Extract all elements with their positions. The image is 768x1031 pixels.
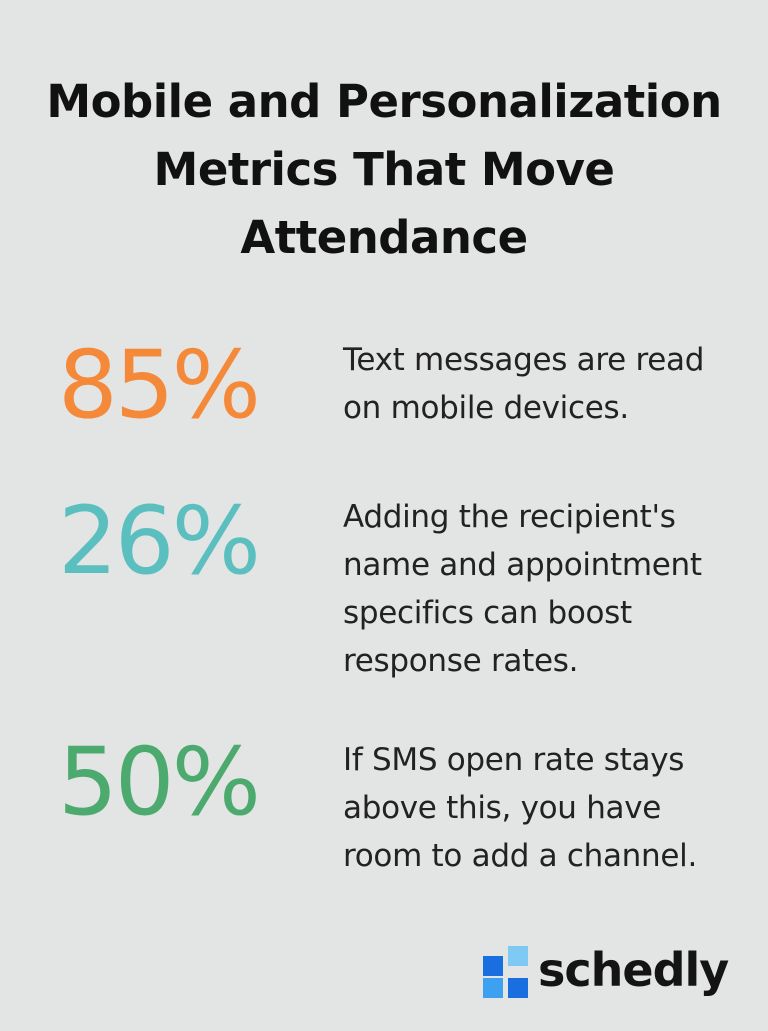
stat-description-2: Adding the recipient's name and appointm… [343,493,743,685]
stat-description-line: If SMS open rate stays [343,742,685,778]
brand-logo: schedly [483,943,753,1002]
title-line-2: Metrics That Move [153,143,615,196]
title-line-3: Attendance [240,211,528,264]
logo-square-blue-2 [508,978,528,998]
stat-value-3: 50% [58,728,261,837]
stat-description-line: room to add a channel. [343,838,698,874]
stat-value-2: 26% [58,487,261,596]
brand-name: schedly [538,943,729,997]
stat-description-line: name and appointment [343,547,702,583]
stat-description-line: above this, you have [343,790,662,826]
stat-value-1: 85% [58,331,261,440]
page-title: Mobile and Personalization Metrics That … [0,68,768,272]
logo-square-mid [483,978,503,998]
stat-description-3: If SMS open rate stays above this, you h… [343,736,743,880]
stat-description-line: Text messages are read [343,342,705,378]
stat-description-line: response rates. [343,643,579,679]
stat-description-1: Text messages are read on mobile devices… [343,336,743,432]
logo-square-blue [483,956,503,976]
logo-square-light [508,946,528,966]
stat-description-line: Adding the recipient's [343,499,676,535]
stat-description-line: on mobile devices. [343,390,629,426]
stat-description-line: specifics can boost [343,595,632,631]
schedly-logo-icon [483,946,528,998]
title-line-1: Mobile and Personalization [46,75,722,128]
